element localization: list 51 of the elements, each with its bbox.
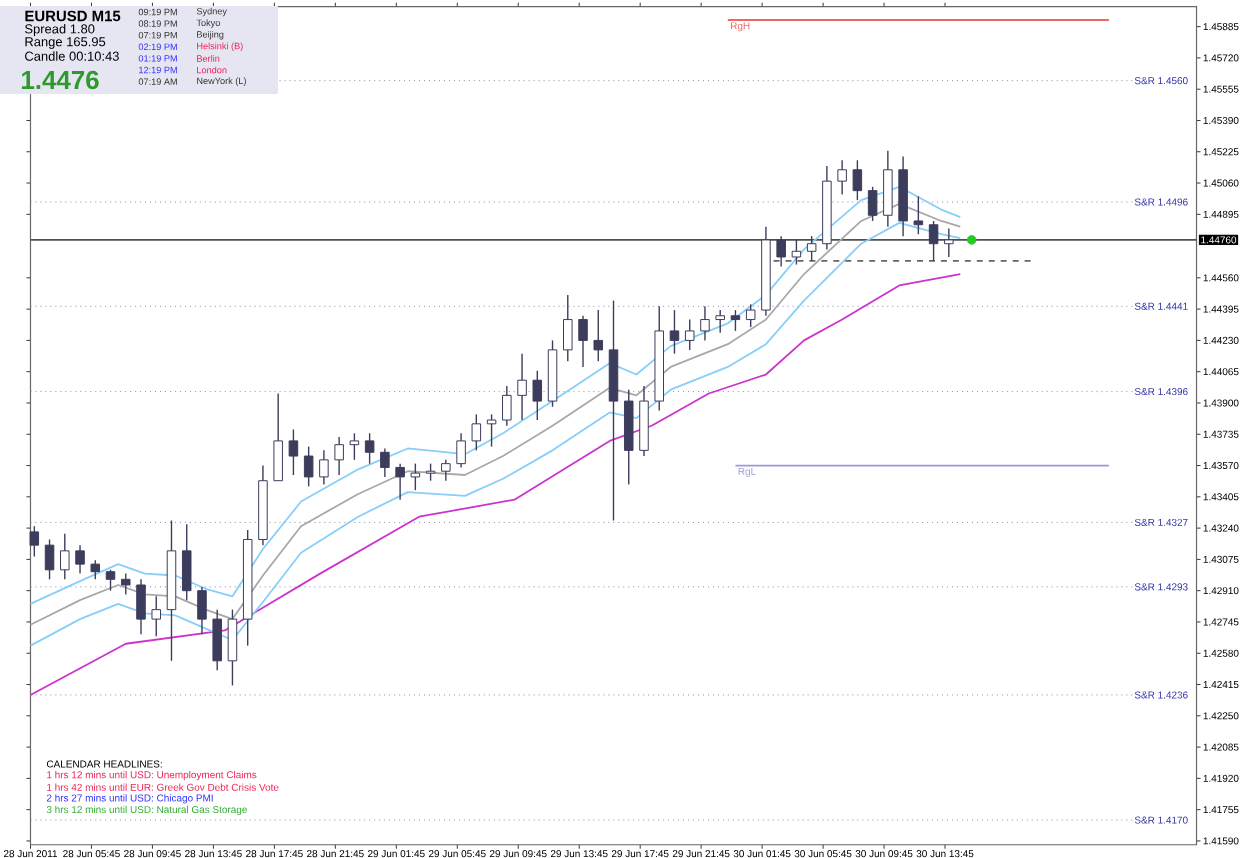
candlestick xyxy=(806,235,817,262)
annotation: 1.4476 xyxy=(22,70,99,90)
candlestick xyxy=(486,413,497,448)
candlestick xyxy=(563,294,573,362)
candlestick xyxy=(273,392,283,482)
candlestick xyxy=(303,445,314,488)
candlestick xyxy=(105,569,116,592)
candlestick xyxy=(212,608,222,671)
candlestick xyxy=(791,239,802,266)
candlestick xyxy=(90,559,101,580)
candlestick xyxy=(471,413,482,452)
candlestick xyxy=(928,220,939,262)
candlestick xyxy=(593,309,604,362)
candlestick xyxy=(29,525,40,558)
candlestick xyxy=(684,318,695,351)
candlestick xyxy=(319,449,329,486)
candlestick xyxy=(197,586,207,635)
candlestick xyxy=(502,385,512,427)
candlestick xyxy=(44,538,55,580)
candlestick xyxy=(395,462,405,501)
candlestick xyxy=(441,459,451,482)
candlestick xyxy=(944,227,954,258)
candlestick xyxy=(136,578,146,635)
candlestick xyxy=(669,309,680,355)
candlestick xyxy=(60,533,70,580)
candlestick xyxy=(867,186,878,222)
candlestick xyxy=(730,309,741,332)
candlestick xyxy=(181,523,192,601)
candlestick xyxy=(883,150,893,228)
candlestick xyxy=(410,462,421,491)
candlestick xyxy=(456,432,466,469)
line-series xyxy=(29,273,962,696)
candlestick xyxy=(776,235,786,268)
candlestick xyxy=(532,370,543,421)
candlestick xyxy=(700,305,710,342)
candlestick xyxy=(837,159,847,196)
candlestick xyxy=(715,309,725,334)
candlestick xyxy=(852,159,863,201)
candlestick xyxy=(364,432,375,465)
candlestick xyxy=(380,447,390,478)
candlestick xyxy=(578,315,588,368)
candlestick xyxy=(120,572,131,596)
candlestick xyxy=(913,195,924,235)
candlestick xyxy=(517,352,527,421)
candlestick xyxy=(151,595,162,637)
candlestick xyxy=(349,432,360,461)
candlestick xyxy=(745,303,756,328)
candlestick xyxy=(227,608,238,687)
candlestick xyxy=(334,436,344,476)
candlestick xyxy=(75,544,85,575)
candlestick xyxy=(288,428,299,476)
